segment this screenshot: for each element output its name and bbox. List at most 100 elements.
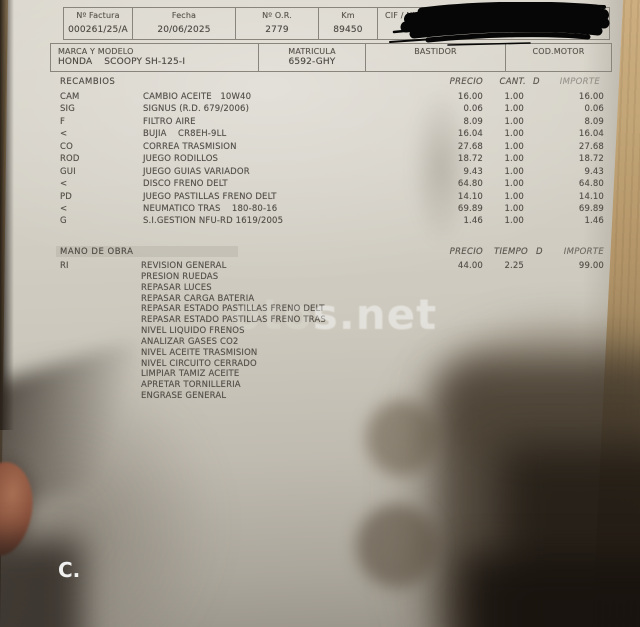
section-title-mano-de-obra: MANO DE OBRA	[60, 247, 134, 257]
part-importe: 0.06	[584, 104, 604, 115]
labor-importe: 99.00	[578, 261, 604, 271]
redaction-scribble	[389, 2, 610, 46]
part-description: CORREA TRASMISION	[143, 141, 237, 152]
corner-watermark: C.	[58, 558, 81, 582]
field-matricula: MATRICULA 6592-GHY	[259, 44, 366, 71]
part-code: PD	[60, 191, 72, 202]
field-label: COD.MOTOR	[532, 47, 585, 56]
col-header-d: D	[533, 77, 540, 87]
part-cantidad: 1.00	[504, 191, 524, 202]
part-description: BUJIA CR8EH-9LL	[143, 129, 227, 140]
site-watermark: otos.net	[232, 290, 437, 339]
col-header-cant: CANT.	[499, 77, 526, 87]
part-cantidad: 1.00	[504, 216, 524, 227]
part-importe: 8.09	[584, 116, 604, 127]
parts-row: F FILTRO AIRE 8.09 1.00 8.09	[0, 117, 640, 129]
parts-row: SIG SIGNUS (R.D. 679/2006) 0.06 1.00 0.0…	[0, 104, 640, 116]
labor-description: NIVEL LIQUIDO FRENOS	[141, 326, 245, 337]
parts-rows: CAM CAMBIO ACEITE 10W40 16.00 1.00 16.00…	[0, 92, 640, 229]
part-description: DISCO FRENO DELT	[143, 179, 228, 190]
part-precio: 27.68	[457, 141, 483, 152]
parts-row: < NEUMATICO TRAS 180-80-16 69.89 1.00 69…	[0, 204, 640, 216]
labor-row: RI REVISION GENERAL 44.00 2.25 99.00	[0, 261, 640, 272]
labor-description: REPASAR LUCES	[141, 282, 212, 293]
field-label: Fecha	[171, 11, 197, 20]
field-fecha: Fecha 20/06/2025	[133, 8, 236, 39]
invoice-header-table: Nº Factura 000261/25/A Fecha 20/06/2025 …	[63, 7, 610, 40]
col-header-importe: IMPORTE	[559, 77, 600, 87]
parts-row: < DISCO FRENO DELT 64.80 1.00 64.80	[0, 179, 640, 191]
part-precio: 14.10	[457, 191, 483, 202]
part-description: JUEGO RODILLOS	[143, 154, 219, 165]
part-description: CAMBIO ACEITE 10W40	[143, 92, 252, 102]
labor-row: APRETAR TORNILLERIA	[0, 380, 640, 391]
part-code: CAM	[60, 92, 80, 102]
field-km: Km 89450	[319, 8, 378, 39]
part-importe: 69.89	[578, 203, 604, 214]
field-bastidor: BASTIDOR	[366, 44, 506, 71]
labor-description: REPASAR ESTADO PASTILLAS FRENO DELT	[141, 304, 325, 315]
part-importe: 27.68	[578, 141, 604, 152]
part-code: ROD	[60, 154, 80, 165]
col-header-tiempo: TIEMPO	[493, 247, 528, 257]
field-label: Km	[341, 11, 355, 20]
part-code: GUI	[60, 166, 76, 177]
watermark-faint-text: oto	[232, 290, 313, 339]
labor-description: APRETAR TORNILLERIA	[141, 380, 241, 391]
field-label: Nº O.R.	[262, 11, 292, 20]
labor-description: NIVEL CIRCUITO CERRADO	[141, 358, 257, 369]
part-cantidad: 1.00	[504, 141, 524, 152]
part-cantidad: 1.00	[504, 179, 524, 190]
field-value: 2779	[265, 25, 289, 35]
labor-header-highlight	[56, 246, 238, 257]
labor-description: ANALIZAR GASES CO2	[141, 336, 239, 347]
labor-description: PRESION RUEDAS	[141, 271, 219, 282]
parts-row: < BUJIA CR8EH-9LL 16.04 1.00 16.04	[0, 129, 640, 141]
part-code: CO	[60, 141, 73, 152]
labor-description: LIMPIAR TAMIZ ACEITE	[141, 369, 240, 380]
part-precio: 1.46	[463, 216, 483, 227]
parts-row: G S.I.GESTION NFU-RD 1619/2005 1.46 1.00…	[0, 216, 640, 228]
part-code: G	[60, 216, 67, 227]
labor-row: REPASAR LUCES	[0, 283, 640, 294]
field-cif: CIF / NIF	[378, 8, 609, 39]
part-cantidad: 1.00	[504, 154, 524, 165]
parts-row: PD JUEGO PASTILLAS FRENO DELT 14.10 1.00…	[0, 192, 640, 204]
part-code: <	[60, 179, 68, 190]
field-label: CIF / NIF	[385, 11, 420, 20]
part-importe: 18.72	[578, 154, 604, 165]
parts-row: CO CORREA TRASMISION 27.68 1.00 27.68	[0, 142, 640, 154]
field-value: 000261/25/A	[68, 25, 128, 35]
part-description: S.I.GESTION NFU-RD 1619/2005	[143, 216, 284, 227]
col-header-precio: PRECIO	[449, 247, 483, 257]
labor-row: PRESION RUEDAS	[0, 272, 640, 283]
field-value: 20/06/2025	[157, 25, 211, 35]
part-cantidad: 1.00	[504, 129, 524, 140]
field-marca-modelo: MARCA Y MODELO HONDA SCOOPY SH-125-I	[51, 44, 259, 71]
part-description: JUEGO GUIAS VARIADOR	[143, 166, 250, 177]
part-importe: 16.00	[578, 92, 604, 102]
vehicle-table: MARCA Y MODELO HONDA SCOOPY SH-125-I MAT…	[50, 43, 612, 72]
labor-row: ENGRASE GENERAL	[0, 391, 640, 402]
labor-code: RI	[60, 261, 69, 271]
field-label: Nº Factura	[76, 11, 120, 20]
field-or: Nº O.R. 2779	[236, 8, 319, 39]
field-value: HONDA SCOOPY SH-125-I	[58, 57, 186, 67]
labor-description: ENGRASE GENERAL	[141, 391, 227, 402]
part-precio: 64.80	[457, 179, 483, 190]
part-precio: 0.06	[463, 104, 483, 115]
part-importe: 14.10	[578, 191, 604, 202]
labor-row: NIVEL CIRCUITO CERRADO	[0, 359, 640, 370]
field-value: 89450	[333, 25, 363, 35]
part-code: <	[60, 129, 68, 140]
part-cantidad: 1.00	[504, 166, 524, 177]
labor-description: REPASAR CARGA BATERIA	[141, 293, 255, 304]
part-importe: 16.04	[578, 129, 604, 140]
labor-row: REPASAR CARGA BATERIA	[0, 294, 640, 305]
col-header-importe: IMPORTE	[563, 247, 604, 257]
labor-description: REVISION GENERAL	[141, 261, 227, 271]
watermark-bright-text: s.net	[312, 290, 438, 339]
